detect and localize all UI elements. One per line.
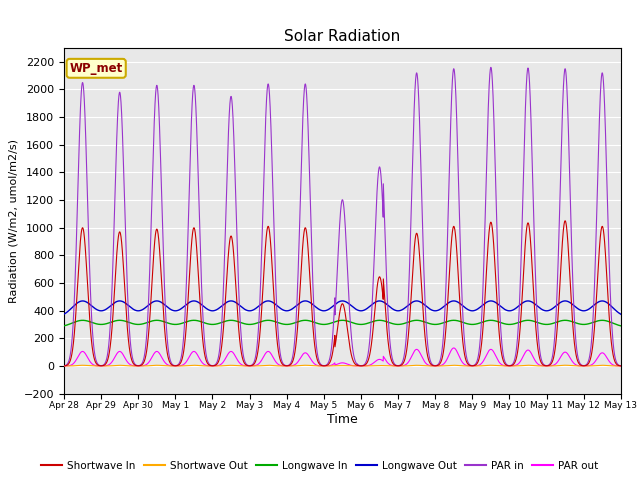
X-axis label: Time: Time [327,413,358,426]
Legend: Shortwave In, Shortwave Out, Longwave In, Longwave Out, PAR in, PAR out: Shortwave In, Shortwave Out, Longwave In… [37,456,603,475]
Y-axis label: Radiation (W/m2, umol/m2/s): Radiation (W/m2, umol/m2/s) [8,139,18,303]
Title: Solar Radiation: Solar Radiation [284,29,401,44]
Text: WP_met: WP_met [70,62,123,75]
